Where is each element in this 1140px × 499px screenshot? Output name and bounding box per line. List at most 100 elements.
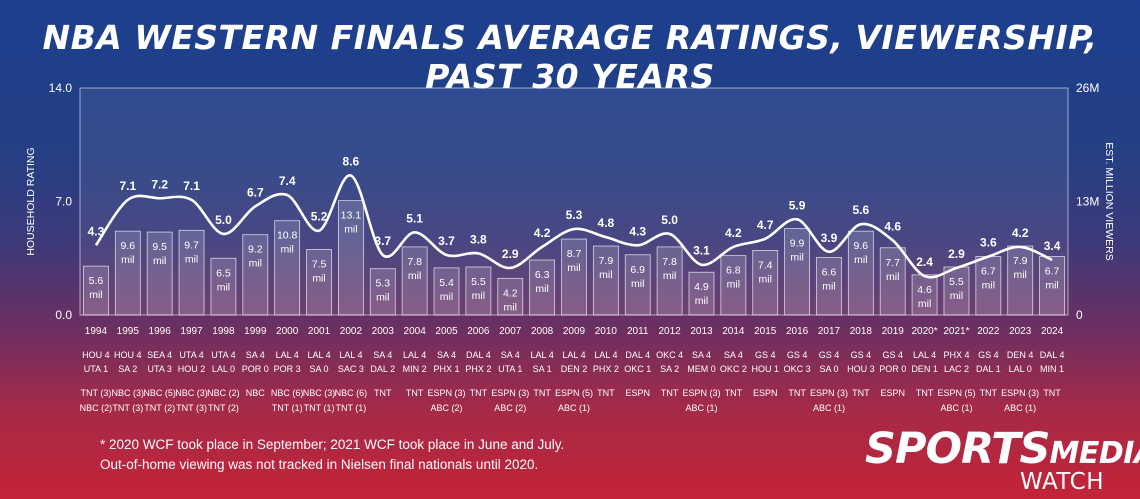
viewership-value-label: 9.2	[248, 244, 263, 256]
viewership-unit-label: mil	[1013, 269, 1026, 281]
series-winner-label: SA 4	[724, 350, 743, 360]
viewership-unit-label: mil	[535, 283, 548, 295]
viewership-unit-label: mil	[950, 290, 963, 302]
year-label: 2016	[786, 326, 809, 337]
rating-value-label: 4.6	[884, 219, 901, 233]
rating-value-label: 4.2	[534, 226, 551, 240]
rating-value-label: 2.9	[948, 247, 965, 261]
series-loser-label: UTA 1	[498, 364, 522, 374]
year-label: 2003	[372, 326, 395, 337]
sports-media-watch-logo: SPORTSMEDIA WATCH	[865, 426, 1140, 496]
left-axis-tick-label: 7.0	[55, 195, 72, 209]
year-label: 2013	[690, 326, 713, 337]
series-winner-label: LAL 4	[403, 350, 426, 360]
series-loser-label: UTA 1	[84, 364, 108, 374]
network-label: TNT	[597, 388, 615, 398]
network-label: ESPN (5)	[555, 388, 593, 398]
viewership-value-label: 6.7	[1045, 266, 1060, 278]
rating-value-label: 5.0	[661, 213, 678, 227]
network-label-2: ABC (1)	[1004, 403, 1036, 413]
viewership-value-label: 6.8	[726, 265, 741, 277]
series-winner-label: OKC 4	[656, 350, 683, 360]
network-label: TNT	[788, 388, 806, 398]
viewership-unit-label: mil	[472, 290, 485, 302]
viewership-unit-label: mil	[312, 273, 325, 285]
year-label: 1999	[244, 326, 267, 337]
viewership-bar	[529, 259, 556, 316]
year-label: 2017	[818, 326, 841, 337]
viewership-unit-label: mil	[376, 292, 389, 304]
series-winner-label: LAL 4	[339, 350, 362, 360]
viewership-value-label: 5.5	[471, 276, 486, 288]
viewership-bar	[338, 200, 364, 316]
series-loser-label: POR 3	[274, 364, 301, 374]
series-loser-label: DEN 2	[561, 364, 588, 374]
viewership-unit-label: mil	[504, 301, 517, 313]
series-loser-label: HOU 3	[847, 364, 875, 374]
series-loser-label: SA 1	[533, 364, 552, 374]
series-winner-label: LAL 4	[307, 350, 330, 360]
network-label: TNT (3)	[81, 388, 112, 398]
series-loser-label: PHX 2	[465, 364, 491, 374]
left-axis-title: HOUSEHOLD RATING	[25, 147, 37, 255]
series-loser-label: LAC 2	[944, 364, 969, 374]
viewership-value-label: 5.5	[949, 276, 964, 288]
viewership-unit-label: mil	[982, 280, 995, 292]
year-label: 1997	[180, 326, 203, 337]
rating-value-label: 4.8	[598, 216, 615, 230]
left-axis-tick-label: 0.0	[55, 308, 72, 322]
series-winner-label: UTA 4	[211, 350, 235, 360]
series-loser-label: DAL 1	[976, 364, 1001, 374]
series-loser-label: LAL 0	[212, 364, 235, 374]
viewership-bar	[1039, 256, 1065, 316]
viewership-unit-label: mil	[217, 281, 230, 293]
series-loser-label: OKC 2	[720, 364, 747, 374]
rating-value-label: 7.1	[119, 179, 136, 193]
year-label: 2008	[531, 326, 554, 337]
series-loser-label: OKC 1	[624, 364, 651, 374]
viewership-bar	[146, 231, 173, 316]
year-label: 2012	[658, 326, 681, 337]
network-label-2: TNT (2)	[208, 403, 239, 413]
series-loser-label: UTA 3	[148, 364, 172, 374]
network-label: TNT	[1043, 388, 1061, 398]
rating-value-label: 4.2	[1012, 226, 1029, 240]
series-winner-label: HOU 4	[114, 350, 142, 360]
network-label-2: TNT (1)	[272, 403, 303, 413]
network-label: TNT	[533, 388, 551, 398]
viewership-bar	[210, 257, 237, 316]
network-label: TNT	[980, 388, 998, 398]
viewership-value-label: 4.2	[503, 287, 518, 299]
viewership-bar	[847, 230, 874, 316]
year-label: 2021*	[943, 326, 969, 337]
rating-value-label: 4.3	[88, 224, 105, 238]
viewership-unit-label: mil	[185, 253, 198, 265]
network-label-2: TNT (2)	[144, 403, 175, 413]
viewership-value-label: 5.4	[439, 277, 454, 289]
series-loser-label: POR 0	[242, 364, 269, 374]
viewership-bar	[720, 255, 747, 316]
rating-value-label: 3.4	[1044, 239, 1061, 253]
viewership-unit-label: mil	[1045, 280, 1058, 292]
viewership-value-label: 13.1	[341, 210, 362, 222]
year-label: 1995	[117, 326, 140, 337]
viewership-value-label: 6.9	[630, 264, 645, 276]
series-loser-label: PHX 1	[434, 364, 460, 374]
series-winner-label: GS 4	[787, 350, 808, 360]
network-label-2: ABC (1)	[685, 403, 717, 413]
rating-value-label: 5.6	[852, 203, 869, 217]
series-loser-label: MIN 2	[403, 364, 427, 374]
year-label: 2018	[850, 326, 873, 337]
series-loser-label: SAC 3	[338, 364, 364, 374]
year-label: 2020*	[912, 326, 938, 337]
rating-value-label: 5.1	[406, 211, 423, 225]
series-loser-label: MIN 1	[1040, 364, 1064, 374]
year-label: 2006	[467, 326, 490, 337]
rating-value-label: 2.4	[916, 255, 933, 269]
network-label: NBC (2)	[207, 388, 240, 398]
network-label-2: TNT (1)	[335, 403, 366, 413]
year-label: 2022	[977, 326, 1000, 337]
network-label-2: ABC (2)	[431, 403, 463, 413]
year-label: 2004	[404, 326, 427, 337]
series-winner-label: SA 4	[246, 350, 265, 360]
